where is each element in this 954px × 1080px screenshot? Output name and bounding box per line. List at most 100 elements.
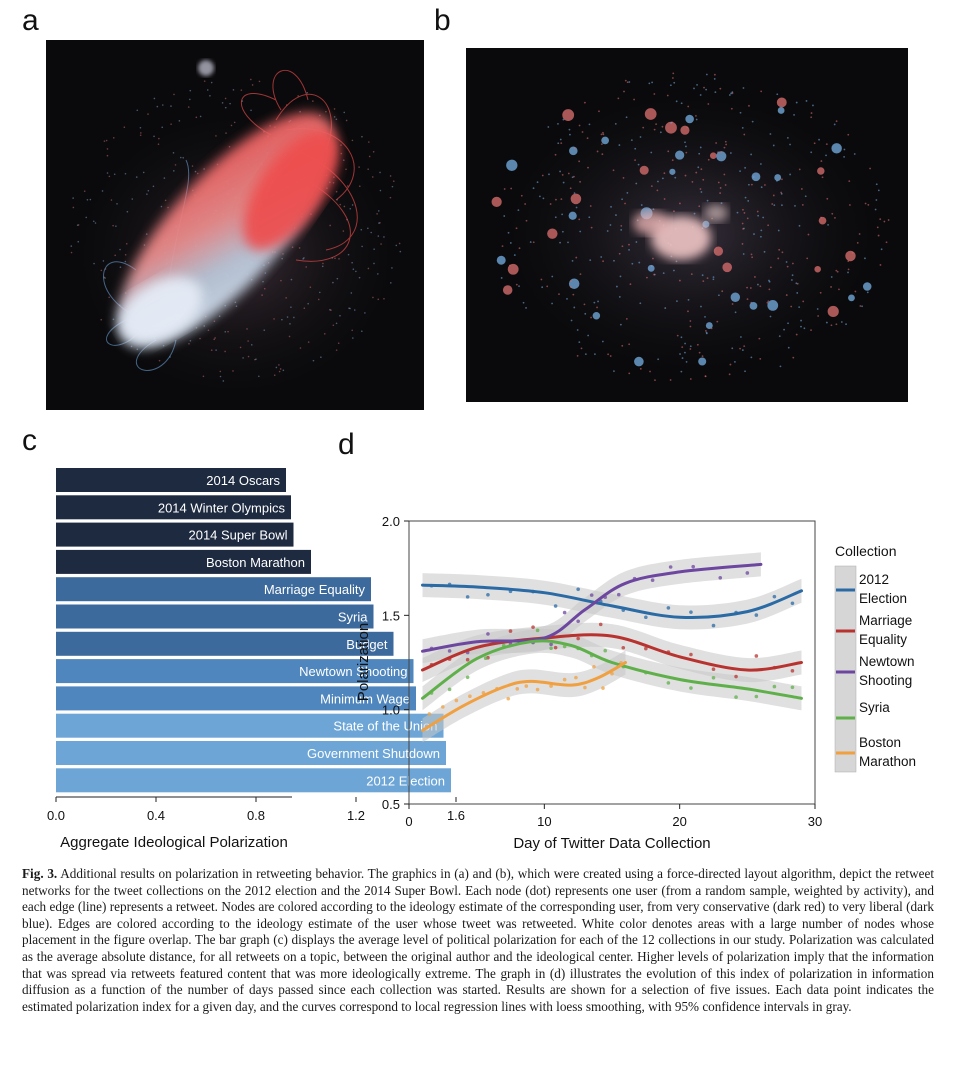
network-node — [777, 107, 785, 114]
scatter-point — [601, 686, 605, 690]
network-node — [263, 329, 266, 331]
network-node — [147, 189, 150, 192]
network-node — [502, 285, 513, 295]
network-node — [250, 344, 253, 346]
network-node — [119, 266, 122, 268]
network-node — [769, 315, 772, 318]
network-node — [579, 180, 581, 183]
network-node — [675, 150, 685, 160]
network-node — [235, 305, 238, 307]
network-node — [210, 81, 213, 84]
network-node — [681, 357, 684, 359]
network-node — [139, 134, 142, 137]
network-node — [810, 151, 813, 154]
network-node — [719, 187, 722, 189]
bar — [56, 686, 416, 711]
network-node — [731, 347, 734, 350]
network-node — [819, 291, 822, 294]
network-node — [827, 224, 829, 226]
panel-label-a: a — [22, 4, 39, 37]
network-node — [741, 222, 744, 225]
network-node — [351, 261, 353, 264]
network-node — [561, 213, 564, 216]
network-node — [639, 136, 642, 138]
network-node — [506, 159, 518, 171]
scatter-point — [790, 601, 795, 606]
network-node — [125, 242, 128, 245]
scatter-point — [718, 575, 723, 580]
network-node — [771, 203, 774, 205]
network-node — [335, 118, 338, 121]
network-node — [791, 274, 794, 277]
network-node — [812, 104, 814, 107]
network-node — [718, 294, 720, 297]
network-node — [702, 178, 705, 181]
network-node — [613, 370, 615, 373]
network-node — [101, 190, 104, 192]
network-node — [794, 204, 796, 207]
scatter-point — [772, 594, 777, 599]
network-node — [524, 203, 527, 205]
network-node — [742, 253, 745, 255]
scatter-point — [468, 694, 472, 699]
network-node — [307, 341, 310, 343]
network-node — [153, 135, 155, 138]
network-node — [827, 305, 839, 318]
network-node — [218, 315, 221, 318]
network-node — [103, 140, 106, 142]
scatter-point — [508, 629, 513, 633]
network-node — [202, 375, 205, 378]
network-node — [291, 246, 294, 249]
network-node — [650, 151, 653, 154]
network-node — [339, 203, 342, 206]
network-node — [800, 188, 803, 190]
network-node — [305, 266, 308, 268]
network-node — [162, 344, 165, 347]
network-node — [798, 168, 801, 171]
network-node — [279, 368, 282, 370]
network-node — [717, 181, 720, 184]
scatter-point — [562, 677, 567, 682]
network-node — [652, 208, 655, 211]
network-node — [704, 375, 707, 378]
network-node — [707, 103, 710, 105]
network-node — [719, 192, 722, 194]
network-node — [684, 141, 686, 144]
network-node — [113, 173, 116, 176]
network-node — [264, 272, 267, 274]
network-node — [749, 287, 752, 289]
scatter-point — [576, 587, 580, 592]
network-node — [741, 243, 744, 245]
scatter-point — [576, 619, 580, 624]
network-node — [351, 204, 354, 206]
network-node — [877, 189, 880, 192]
network-node — [818, 138, 820, 141]
network-node — [810, 112, 813, 114]
network-node — [596, 150, 599, 153]
network-node — [747, 183, 750, 186]
network-node — [195, 116, 198, 119]
network-node — [679, 353, 681, 355]
network-node — [573, 147, 576, 149]
scatter-point — [454, 698, 459, 703]
network-node — [335, 349, 338, 351]
network-node — [734, 360, 736, 363]
network-node — [730, 292, 741, 302]
network-node — [634, 356, 644, 367]
network-node — [583, 101, 586, 104]
network-node — [278, 364, 280, 366]
network-node — [650, 185, 653, 188]
network-node — [92, 220, 95, 223]
network-node — [174, 164, 177, 166]
network-node — [161, 104, 164, 106]
network-node — [203, 168, 205, 170]
network-node — [560, 142, 563, 145]
network-node — [496, 255, 506, 265]
network-node — [679, 202, 681, 205]
network-node — [620, 229, 623, 231]
network-node — [717, 151, 720, 154]
network-node — [620, 224, 623, 227]
network-node — [143, 244, 146, 246]
scatter-point — [691, 564, 695, 569]
network-node — [206, 89, 209, 91]
